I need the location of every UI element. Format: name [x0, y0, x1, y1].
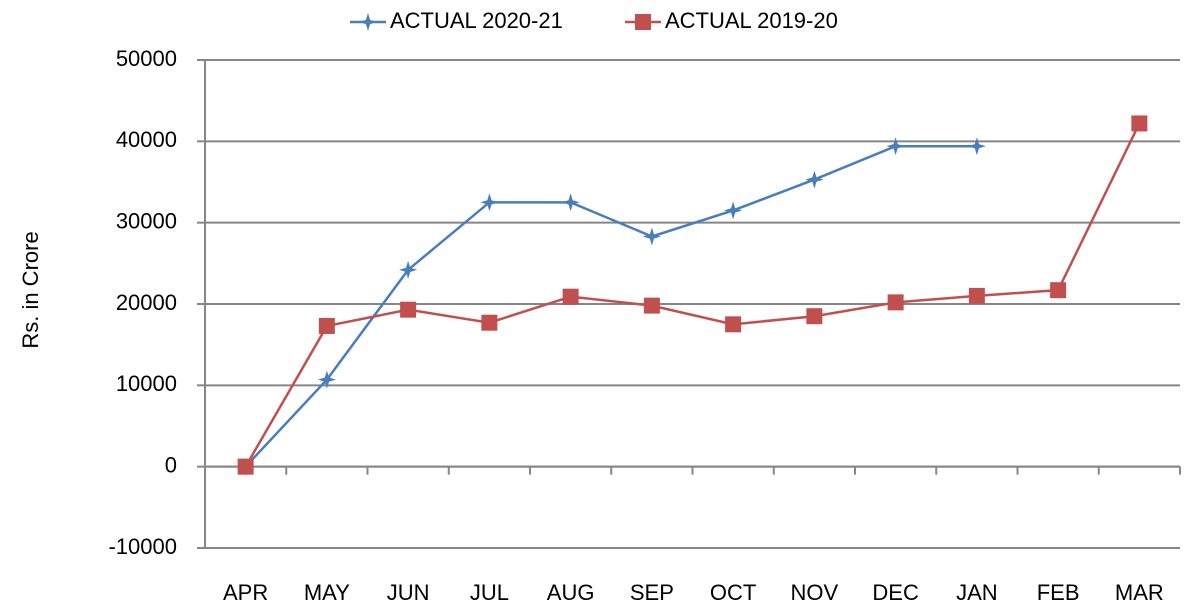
marker — [237, 458, 254, 475]
x-tick-label: NOV — [791, 580, 839, 605]
x-tick-label: MAR — [1115, 580, 1164, 605]
marker — [887, 294, 904, 311]
marker — [724, 201, 743, 220]
y-tick-label: 10000 — [116, 371, 177, 396]
x-tick-label: JAN — [956, 580, 998, 605]
x-tick-label: OCT — [710, 580, 756, 605]
marker — [561, 193, 580, 212]
y-tick-label: 0 — [165, 452, 177, 477]
series-line — [244, 122, 1141, 468]
x-tick-label: JUL — [470, 580, 509, 605]
legend-label: ACTUAL 2020-21 — [390, 8, 563, 33]
legend-marker — [359, 13, 377, 31]
y-tick-label: 30000 — [116, 208, 177, 233]
marker — [399, 260, 418, 279]
marker — [886, 137, 905, 156]
y-tick-label: 20000 — [116, 290, 177, 315]
x-tick-label: FEB — [1037, 580, 1080, 605]
marker — [806, 308, 823, 325]
marker — [318, 317, 335, 334]
y-axis-label: Rs. in Crore — [18, 231, 43, 348]
marker — [481, 314, 498, 331]
marker — [642, 227, 661, 246]
legend-marker — [635, 14, 651, 30]
series-line — [244, 144, 977, 468]
marker — [1131, 115, 1148, 132]
x-tick-label: SEP — [630, 580, 674, 605]
marker — [1050, 282, 1067, 299]
x-tick-label: APR — [223, 580, 268, 605]
x-tick-label: MAY — [304, 580, 350, 605]
marker — [643, 297, 660, 314]
marker — [562, 288, 579, 305]
marker — [805, 170, 824, 189]
marker — [968, 287, 985, 304]
x-tick-label: JUN — [387, 580, 430, 605]
marker — [967, 137, 986, 156]
y-tick-label: -10000 — [108, 534, 177, 559]
marker — [317, 370, 336, 389]
x-tick-label: AUG — [547, 580, 595, 605]
y-tick-label: 40000 — [116, 127, 177, 152]
y-tick-label: 50000 — [116, 46, 177, 71]
marker — [480, 193, 499, 212]
marker — [725, 316, 742, 333]
legend-label: ACTUAL 2019-20 — [665, 8, 838, 33]
x-tick-label: DEC — [872, 580, 919, 605]
marker — [400, 301, 417, 318]
